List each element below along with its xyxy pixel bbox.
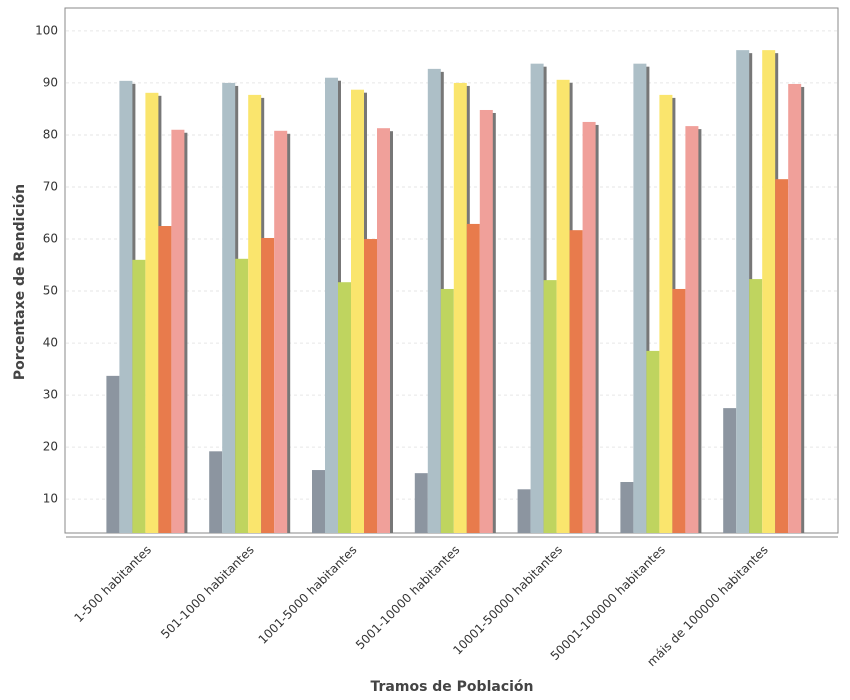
bar xyxy=(414,473,428,533)
bar xyxy=(440,288,454,533)
bar xyxy=(788,83,802,533)
y-axis-title: Porcentaxe de Rendición xyxy=(12,184,28,380)
bar xyxy=(749,279,763,533)
bar xyxy=(222,82,236,534)
x-axis-title: Tramos de Población xyxy=(371,679,534,695)
y-tick-label: 50 xyxy=(43,284,58,298)
x-tick-label: 1001-5000 habitantes xyxy=(256,543,360,647)
bar xyxy=(646,350,660,533)
y-tick-label: 70 xyxy=(43,179,58,193)
bar xyxy=(466,223,480,533)
bar xyxy=(633,63,647,533)
bar xyxy=(685,126,699,533)
x-tick-label: 50001-100000 habitantes xyxy=(548,543,668,663)
bar xyxy=(569,230,583,533)
y-tick-label: 30 xyxy=(43,388,58,402)
bar xyxy=(312,470,325,533)
bar xyxy=(351,89,364,533)
bar xyxy=(248,94,262,534)
bar xyxy=(377,128,390,533)
bar xyxy=(517,489,531,533)
bar xyxy=(132,259,146,533)
y-tick-label: 20 xyxy=(43,440,58,454)
x-tick-label: 10001-50000 habitantes xyxy=(450,543,565,658)
bar xyxy=(672,288,686,533)
x-tick-label: 5001-10000 habitantes xyxy=(353,543,462,652)
bar xyxy=(171,129,185,533)
bar xyxy=(235,258,249,533)
bar xyxy=(158,226,172,533)
bar xyxy=(530,63,544,533)
bar xyxy=(736,50,750,533)
bar xyxy=(261,237,275,534)
x-tick-label: 1-500 habitantes xyxy=(72,543,154,625)
bar xyxy=(145,92,159,533)
bar xyxy=(775,179,789,534)
bar xyxy=(723,408,737,533)
bar xyxy=(209,451,223,533)
y-tick-label: 80 xyxy=(43,127,58,141)
y-tick-label: 40 xyxy=(43,336,58,350)
bar xyxy=(659,94,673,534)
x-tick-label: 501-1000 habitantes xyxy=(158,543,257,642)
bar xyxy=(119,80,133,534)
bar xyxy=(453,82,467,534)
bar xyxy=(427,68,441,533)
x-tick-label: máis de 100000 habitantes xyxy=(644,543,770,669)
bar xyxy=(106,375,120,533)
bar xyxy=(582,121,596,533)
bar xyxy=(479,109,493,533)
bar xyxy=(556,79,570,533)
bar xyxy=(762,50,776,533)
bar xyxy=(620,482,634,533)
bar xyxy=(325,77,338,533)
bar xyxy=(543,280,557,533)
y-tick-label: 90 xyxy=(43,75,58,89)
y-tick-label: 60 xyxy=(43,232,58,246)
bar xyxy=(364,239,377,533)
bar xyxy=(274,130,288,533)
y-tick-label: 100 xyxy=(35,23,58,37)
y-tick-label: 10 xyxy=(43,492,58,506)
bar xyxy=(338,282,351,533)
